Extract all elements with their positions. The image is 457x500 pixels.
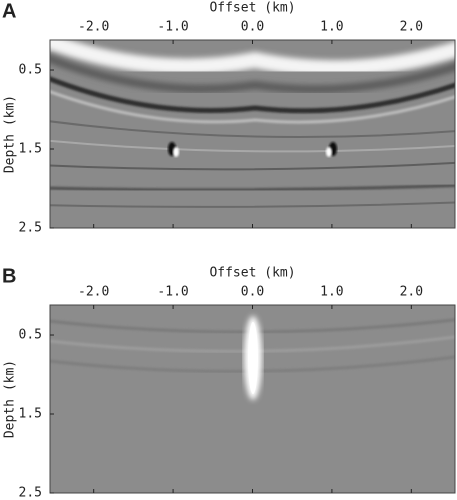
x-tick-label: 0.0	[241, 20, 264, 35]
y-tick-label: 2.5	[19, 486, 42, 500]
x-tick-label: -1.0	[157, 285, 188, 300]
x-tick-label: 2.0	[400, 285, 423, 300]
y-tick-label: 1.5	[19, 142, 42, 157]
x-axis-label: Offset (km)	[209, 266, 295, 281]
y-tick-label: 1.5	[19, 407, 42, 422]
x-axis-label: Offset (km)	[209, 1, 295, 16]
x-tick-label: 1.0	[320, 20, 343, 35]
x-tick-label: -1.0	[157, 20, 188, 35]
panel-label: B	[2, 265, 16, 287]
x-tick-label: -2.0	[78, 20, 109, 35]
x-tick-label: 1.0	[320, 285, 343, 300]
seismic-image-b	[50, 305, 455, 493]
x-tick-label: 2.0	[400, 20, 423, 35]
x-tick-label: 0.0	[241, 285, 264, 300]
x-tick-label: -2.0	[78, 285, 109, 300]
y-axis-label: Depth (km)	[3, 95, 18, 173]
y-axis-label: Depth (km)	[3, 360, 18, 438]
panel-label: A	[2, 0, 16, 22]
y-tick-label: 2.5	[19, 221, 42, 236]
y-tick-label: 0.5	[19, 63, 42, 78]
y-tick-label: 0.5	[19, 328, 42, 343]
seismic-image-a	[50, 40, 455, 228]
